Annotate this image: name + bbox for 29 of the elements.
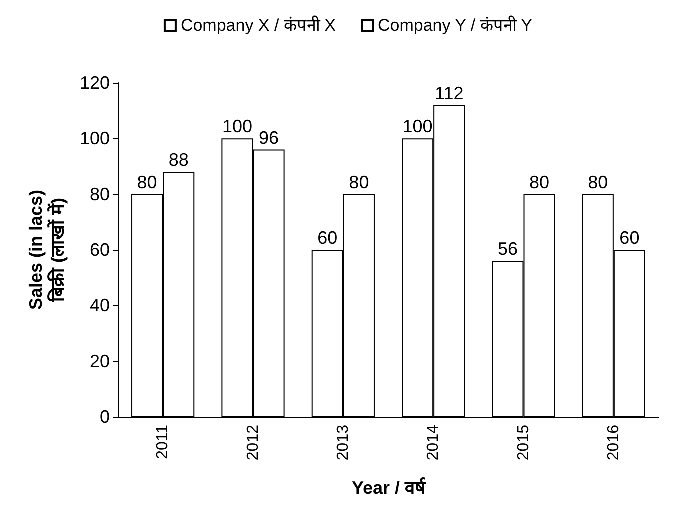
data-label: 80 (530, 172, 550, 192)
data-label: 80 (137, 172, 158, 192)
legend-label: Company X / कंपनी X (180, 15, 336, 35)
data-label: 88 (168, 150, 189, 170)
data-label: 100 (222, 116, 252, 137)
x-tick-label: 2013 (334, 424, 352, 461)
y-tick-label: 40 (90, 296, 110, 316)
legend-label: Company Y / कंपनी Y (378, 15, 532, 35)
x-axis-title: Year / वर्ष (352, 477, 426, 498)
y-tick-label: 100 (80, 128, 110, 149)
y-tick-label: 20 (90, 351, 110, 372)
data-label: 112 (435, 83, 464, 104)
data-label: 80 (588, 172, 608, 192)
data-label: 60 (620, 228, 640, 248)
y-tick-label: 120 (80, 73, 110, 93)
data-label: 96 (259, 128, 280, 148)
y-tick-label: 60 (90, 240, 110, 260)
y-axis-title: Sales (in lacs) बिक्री (लाखों में) (26, 190, 68, 310)
x-tick-label: 2015 (515, 424, 532, 461)
data-label: 56 (498, 239, 518, 260)
data-label: 80 (349, 172, 370, 192)
y-tick-label: 80 (90, 184, 110, 204)
data-label: 100 (402, 116, 433, 137)
data-label: 60 (318, 228, 338, 248)
x-tick-label: 2012 (244, 424, 262, 461)
x-tick-label: 2014 (425, 424, 442, 461)
x-tick-label: 2011 (154, 424, 172, 460)
y-tick-label: 0 (100, 407, 110, 427)
x-tick-label: 2016 (605, 424, 622, 461)
